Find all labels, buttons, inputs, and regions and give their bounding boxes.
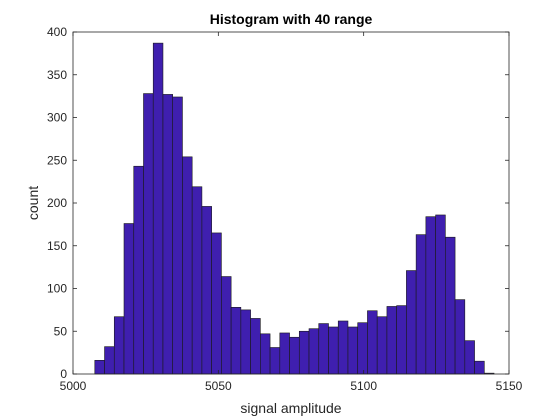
bars-group [94, 42, 495, 375]
histogram-bar [162, 94, 174, 375]
histogram-bar [230, 307, 242, 375]
y-tick-label: 250 [47, 153, 67, 167]
histogram-bar [337, 320, 349, 375]
x-tick-label: 5000 [60, 379, 87, 393]
histogram-bar [298, 330, 310, 375]
histogram-bar [123, 223, 135, 375]
histogram-bar [308, 328, 320, 375]
histogram-bar [386, 306, 397, 375]
y-tick-label: 100 [47, 282, 67, 296]
histogram-bar [182, 156, 193, 375]
histogram-bar [328, 326, 339, 375]
histogram-bar [279, 332, 290, 375]
y-axis-label: count [25, 186, 41, 220]
histogram-bar [152, 42, 164, 375]
histogram-bar [113, 316, 125, 375]
x-tick-label: 5150 [496, 379, 523, 393]
y-tick-label: 300 [47, 111, 67, 125]
y-tick-label: 0 [60, 367, 67, 381]
histogram-bar [211, 232, 222, 375]
x-tick-label: 5100 [350, 379, 377, 393]
histogram-bar [376, 316, 388, 375]
histogram-bar [445, 236, 456, 375]
x-axis-ticks: 5000 5050 5100 5150 [60, 32, 523, 393]
histogram-bar [289, 336, 300, 375]
histogram-bar [133, 165, 144, 375]
histogram-bar [191, 186, 203, 375]
y-tick-label: 350 [47, 68, 67, 82]
histogram-bar [172, 96, 183, 375]
x-axis-label: signal amplitude [240, 400, 341, 416]
y-tick-label: 400 [47, 25, 67, 39]
histogram-bar [367, 310, 378, 375]
histogram-bar [221, 276, 232, 375]
histogram-bar [464, 340, 475, 375]
histogram-bar [425, 216, 436, 375]
histogram-bar [104, 346, 115, 375]
histogram-bar [94, 360, 105, 375]
histogram-bar [347, 326, 359, 375]
histogram-bar [474, 360, 485, 375]
histogram-bar [415, 234, 427, 375]
histogram-bar [435, 214, 446, 375]
chart-title: Histogram with 40 range [210, 11, 373, 27]
histogram-bar [318, 323, 329, 375]
histogram-bar [250, 318, 261, 375]
y-tick-label: 50 [54, 324, 68, 338]
histogram-bar [201, 206, 212, 375]
y-tick-label: 200 [47, 196, 67, 210]
histogram-bar [357, 322, 368, 375]
histogram-bar [454, 299, 466, 375]
y-tick-label: 150 [47, 239, 67, 253]
histogram-bar [143, 93, 154, 375]
histogram-bar [240, 309, 251, 375]
histogram-bar [396, 305, 407, 375]
histogram-bar [260, 333, 271, 375]
histogram-bar [269, 347, 281, 375]
histogram-bar [406, 270, 417, 375]
x-tick-label: 5050 [205, 379, 232, 393]
y-axis-ticks: 0 50 100 150 200 250 300 350 400 [47, 25, 509, 381]
